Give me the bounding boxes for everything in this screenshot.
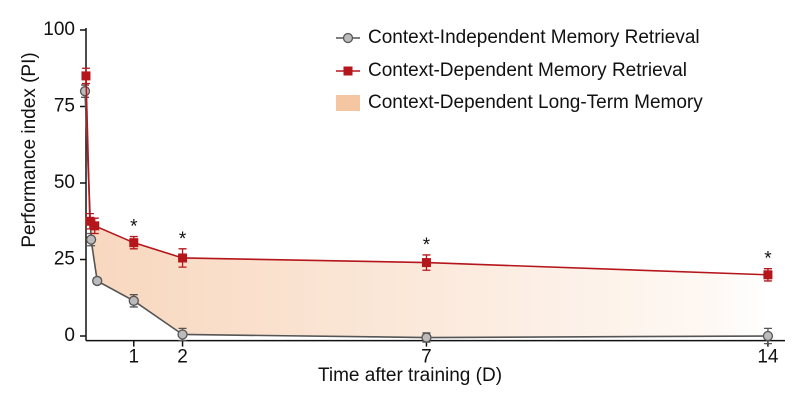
annotation: * bbox=[764, 249, 772, 270]
point bbox=[421, 258, 431, 268]
x-tick-label: 7 bbox=[421, 347, 432, 368]
x-axis-label: Time after training (D) bbox=[318, 365, 502, 386]
y-tick-label: 0 bbox=[64, 325, 75, 346]
point bbox=[90, 221, 100, 231]
legend-label: Context-Dependent Memory Retrieval bbox=[368, 60, 687, 81]
point bbox=[128, 295, 139, 306]
legend-label: Context-Independent Memory Retrieval bbox=[368, 27, 700, 48]
annotation: * bbox=[179, 229, 187, 250]
legend-swatch bbox=[336, 95, 360, 111]
point bbox=[762, 330, 774, 342]
x-tick-label: 1 bbox=[128, 347, 139, 368]
shaded-area bbox=[85, 75, 768, 338]
annotation: * bbox=[130, 217, 138, 238]
y-tick-label: 25 bbox=[54, 249, 75, 270]
y-tick-label: 50 bbox=[54, 172, 75, 193]
point bbox=[85, 216, 95, 226]
legend-marker bbox=[342, 32, 354, 44]
point bbox=[85, 234, 97, 245]
point bbox=[763, 270, 773, 280]
point bbox=[79, 86, 91, 97]
annotation: * bbox=[423, 235, 431, 256]
y-tick-label: 100 bbox=[43, 19, 75, 40]
point bbox=[421, 332, 432, 343]
y-axis-label: Performance index (PI) bbox=[19, 52, 40, 247]
point bbox=[81, 71, 91, 81]
legend-marker bbox=[343, 66, 353, 76]
point bbox=[92, 275, 103, 287]
y-tick-label: 75 bbox=[54, 96, 75, 117]
legend-label: Context-Dependent Long-Term Memory bbox=[368, 92, 703, 113]
x-tick-label: 14 bbox=[757, 347, 779, 368]
point bbox=[129, 238, 139, 248]
x-tick-label: 2 bbox=[177, 347, 188, 368]
point bbox=[178, 253, 188, 263]
point bbox=[177, 329, 188, 340]
